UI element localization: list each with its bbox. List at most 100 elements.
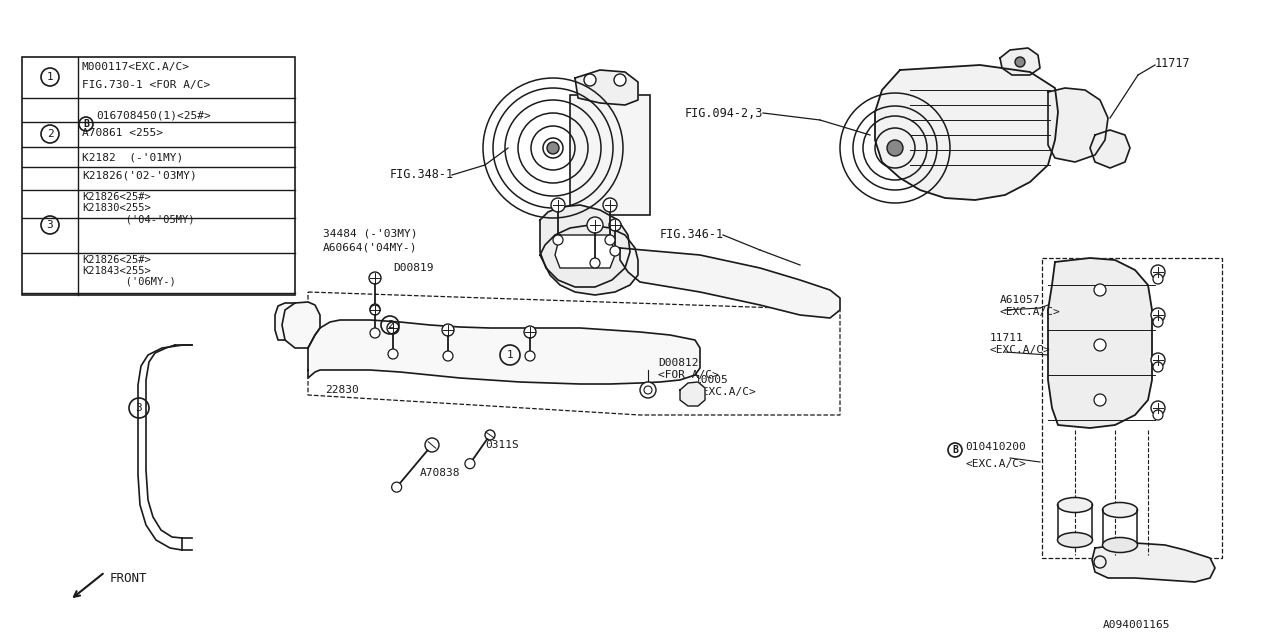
- Polygon shape: [308, 320, 700, 384]
- Text: A70838: A70838: [420, 468, 461, 478]
- Text: K21826<25#>: K21826<25#>: [82, 255, 151, 265]
- Text: A70861 <255>: A70861 <255>: [82, 128, 163, 138]
- Text: <EXC.A/C>: <EXC.A/C>: [989, 345, 1051, 355]
- Text: A094001165: A094001165: [1102, 620, 1170, 630]
- Circle shape: [1151, 353, 1165, 367]
- Circle shape: [1094, 284, 1106, 296]
- Polygon shape: [1048, 258, 1152, 428]
- Text: 2: 2: [46, 129, 54, 139]
- Circle shape: [1151, 308, 1165, 322]
- Circle shape: [485, 430, 495, 440]
- Text: B: B: [952, 445, 957, 455]
- Polygon shape: [575, 70, 637, 105]
- Circle shape: [588, 217, 603, 233]
- Circle shape: [525, 351, 535, 361]
- Polygon shape: [282, 302, 320, 348]
- Circle shape: [609, 219, 621, 231]
- Circle shape: [443, 351, 453, 361]
- Circle shape: [465, 459, 475, 468]
- Text: 3: 3: [136, 403, 142, 413]
- Text: 34484 (-'03MY): 34484 (-'03MY): [323, 228, 417, 238]
- Circle shape: [590, 258, 600, 268]
- Circle shape: [369, 272, 381, 284]
- Text: FIG.730-1 <FOR A/C>: FIG.730-1 <FOR A/C>: [82, 80, 210, 90]
- Polygon shape: [680, 382, 705, 406]
- Polygon shape: [1092, 543, 1215, 582]
- Circle shape: [1015, 57, 1025, 67]
- Circle shape: [550, 198, 564, 212]
- Circle shape: [887, 140, 902, 156]
- Circle shape: [640, 382, 657, 398]
- Circle shape: [425, 438, 439, 452]
- Circle shape: [1153, 317, 1164, 327]
- Text: FIG.094-2,3: FIG.094-2,3: [685, 107, 763, 120]
- Circle shape: [1153, 410, 1164, 420]
- Text: <EXC.A/C>: <EXC.A/C>: [1000, 307, 1061, 317]
- Circle shape: [1094, 394, 1106, 406]
- Polygon shape: [556, 235, 614, 268]
- Text: 016708450(1)<25#>: 016708450(1)<25#>: [96, 110, 211, 120]
- Polygon shape: [540, 225, 637, 295]
- Text: FIG.348-1: FIG.348-1: [390, 168, 454, 181]
- Polygon shape: [1000, 48, 1039, 75]
- Circle shape: [370, 328, 380, 338]
- Polygon shape: [540, 205, 630, 287]
- Circle shape: [603, 198, 617, 212]
- Text: D00812: D00812: [658, 358, 699, 368]
- Circle shape: [392, 482, 402, 492]
- Text: ('06MY-): ('06MY-): [82, 277, 175, 287]
- Polygon shape: [1091, 130, 1130, 168]
- Text: K21826('02-'03MY): K21826('02-'03MY): [82, 170, 197, 180]
- Text: 10005: 10005: [695, 375, 728, 385]
- Text: 1: 1: [507, 350, 513, 360]
- Text: D00819: D00819: [393, 263, 434, 273]
- Text: K21830<255>: K21830<255>: [82, 203, 151, 213]
- Circle shape: [1153, 362, 1164, 372]
- Text: 22830: 22830: [325, 385, 358, 395]
- Circle shape: [370, 305, 380, 315]
- Text: B: B: [83, 119, 88, 129]
- Circle shape: [553, 235, 563, 245]
- Text: A61057: A61057: [1000, 295, 1041, 305]
- Circle shape: [605, 235, 614, 245]
- Text: 2: 2: [387, 320, 393, 330]
- Bar: [570, 95, 650, 215]
- Circle shape: [1151, 265, 1165, 279]
- Circle shape: [584, 74, 596, 86]
- Polygon shape: [876, 65, 1059, 200]
- Circle shape: [611, 246, 620, 256]
- Text: 11717: 11717: [1155, 57, 1190, 70]
- Text: ('04-'05MY): ('04-'05MY): [82, 214, 195, 224]
- Circle shape: [442, 324, 454, 336]
- Text: M000117<EXC.A/C>: M000117<EXC.A/C>: [82, 62, 189, 72]
- Text: K21826<25#>: K21826<25#>: [82, 192, 151, 202]
- Text: <EXC.A/C>: <EXC.A/C>: [965, 459, 1025, 469]
- Polygon shape: [1048, 88, 1108, 162]
- Circle shape: [388, 349, 398, 359]
- Circle shape: [614, 74, 626, 86]
- Ellipse shape: [1102, 502, 1138, 518]
- Circle shape: [1094, 339, 1106, 351]
- Circle shape: [1153, 274, 1164, 284]
- Text: A60664('04MY-): A60664('04MY-): [323, 243, 417, 253]
- Text: 3: 3: [46, 220, 54, 230]
- Circle shape: [370, 304, 380, 314]
- Circle shape: [524, 326, 536, 338]
- Ellipse shape: [1102, 538, 1138, 552]
- Bar: [22, 57, 294, 295]
- Bar: [1042, 258, 1222, 558]
- Text: K2182  (-'01MY): K2182 (-'01MY): [82, 152, 183, 162]
- Circle shape: [387, 322, 399, 334]
- Text: FIG.346-1: FIG.346-1: [660, 228, 724, 241]
- Polygon shape: [275, 303, 294, 340]
- Ellipse shape: [1057, 532, 1093, 547]
- Circle shape: [1151, 401, 1165, 415]
- Text: FRONT: FRONT: [110, 572, 147, 585]
- Polygon shape: [620, 248, 840, 318]
- Text: 0311S: 0311S: [485, 440, 518, 450]
- Text: 1: 1: [46, 72, 54, 82]
- Text: K21843<255>: K21843<255>: [82, 266, 151, 276]
- Text: <FOR A/C>: <FOR A/C>: [658, 370, 719, 380]
- Ellipse shape: [1057, 497, 1093, 513]
- Text: 11711: 11711: [989, 333, 1024, 343]
